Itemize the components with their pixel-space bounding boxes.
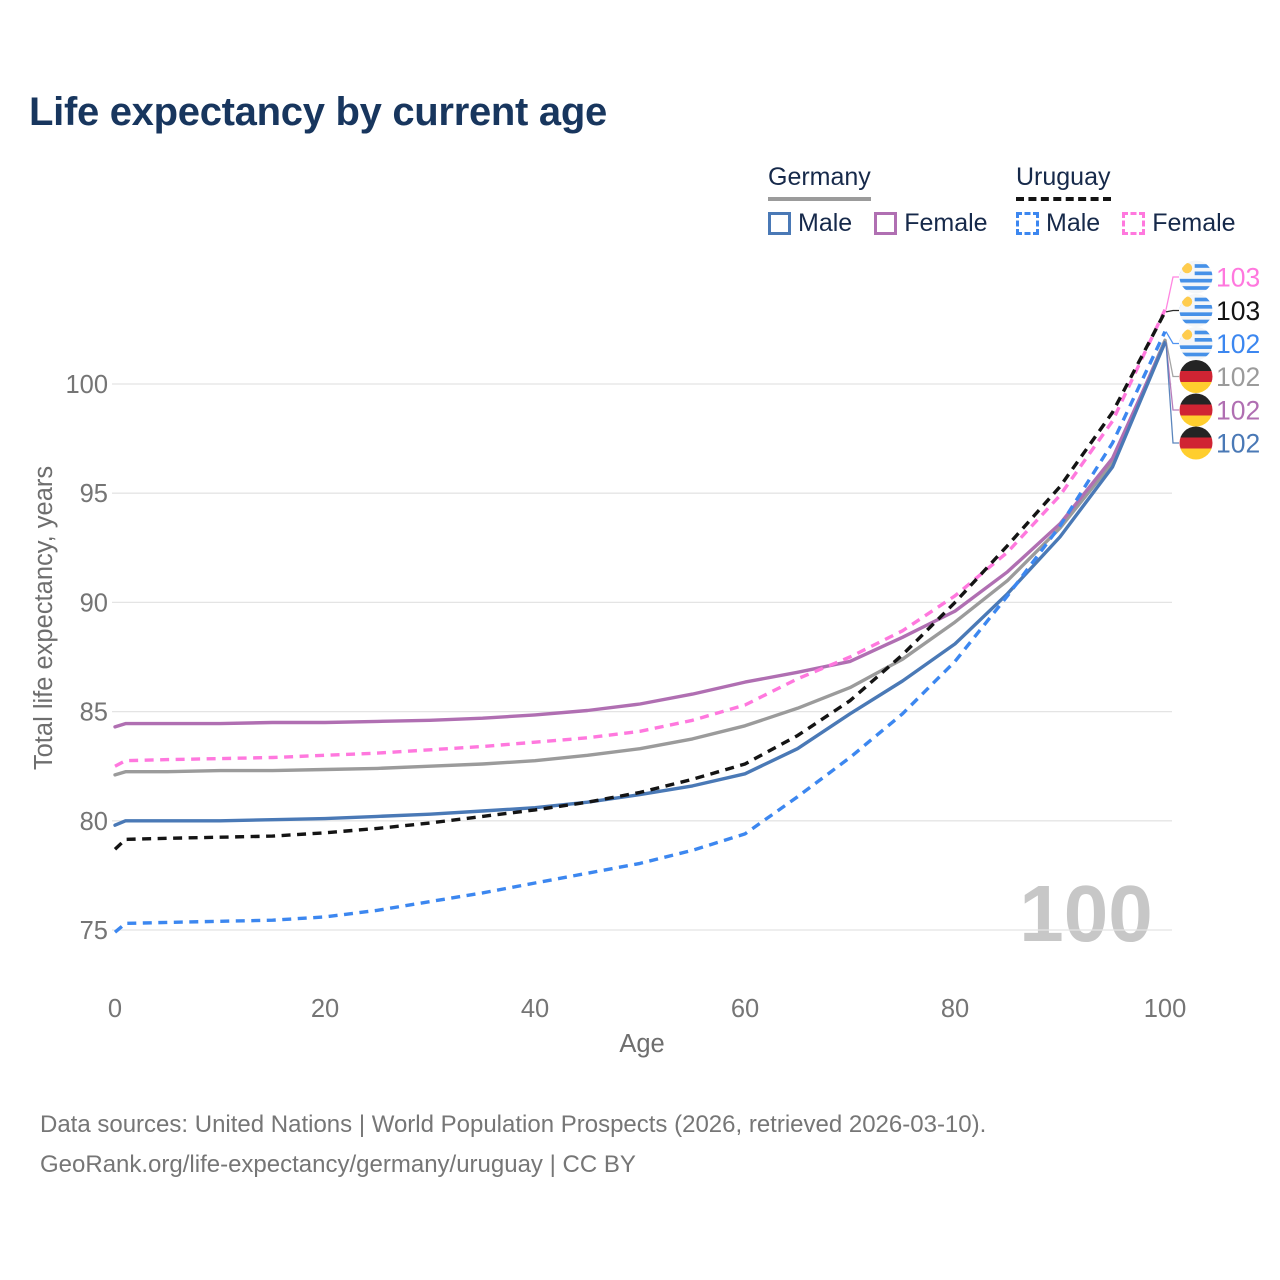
germany-flag-icon bbox=[1179, 393, 1213, 427]
legend-item-label: Female bbox=[904, 209, 988, 237]
y-axis-title: Total life expectancy, years bbox=[30, 466, 58, 770]
series-line-germany-female[interactable] bbox=[113, 340, 1167, 729]
age-watermark: 100 bbox=[1019, 869, 1152, 958]
x-tick-label-60: 60 bbox=[731, 995, 759, 1023]
series-line-uruguay-both-sexes[interactable] bbox=[113, 311, 1167, 851]
series-line-uruguay-female[interactable] bbox=[114, 308, 1167, 768]
legend-group-uruguay: Uruguay Male Female bbox=[1016, 163, 1258, 238]
end-label-germany-male: 102 bbox=[1216, 429, 1260, 459]
end-label-germany-both-sexes: 102 bbox=[1216, 362, 1260, 392]
legend-country-germany[interactable]: Germany bbox=[768, 163, 871, 201]
germany-male-swatch-icon bbox=[768, 212, 791, 235]
end-label-uruguay-both-sexes: 103 bbox=[1216, 296, 1260, 326]
legend-country-uruguay[interactable]: Uruguay bbox=[1016, 163, 1111, 201]
uruguay-flag-icon bbox=[1179, 294, 1213, 327]
y-tick-label-90: 90 bbox=[80, 589, 108, 617]
x-axis-title: Age bbox=[619, 1030, 664, 1058]
end-label-uruguay-female: 103 bbox=[1216, 263, 1260, 293]
legend-item-label: Female bbox=[1152, 209, 1236, 237]
legend-item-label: Male bbox=[798, 209, 853, 237]
x-tick-label-100: 100 bbox=[1144, 995, 1187, 1023]
legend-items-uruguay: Male Female bbox=[1016, 209, 1258, 238]
x-tick-label-40: 40 bbox=[521, 995, 549, 1023]
y-tick-label-85: 85 bbox=[80, 699, 108, 727]
uruguay-flag-icon bbox=[1179, 327, 1213, 360]
germany-flag-icon bbox=[1179, 360, 1213, 393]
end-label-connector bbox=[1165, 276, 1179, 310]
legend-group-germany: Germany Male Female bbox=[768, 163, 1010, 238]
footer: Data sources: United Nations | World Pop… bbox=[40, 1105, 986, 1185]
uruguay-female-swatch-icon bbox=[1122, 212, 1146, 235]
legend-item-uruguay-female[interactable]: Female bbox=[1122, 209, 1236, 238]
end-label-connector bbox=[1165, 309, 1179, 313]
y-tick-label-95: 95 bbox=[80, 480, 108, 508]
y-tick-label-100: 100 bbox=[65, 371, 108, 399]
uruguay-male-swatch-icon bbox=[1016, 212, 1039, 235]
series-line-uruguay-male[interactable] bbox=[113, 330, 1167, 934]
x-tick-label-80: 80 bbox=[941, 995, 969, 1023]
y-tick-label-75: 75 bbox=[80, 917, 108, 945]
germany-flag-icon bbox=[1179, 426, 1213, 460]
legend-items-germany: Male Female bbox=[768, 209, 1010, 238]
legend-item-germany-male[interactable]: Male bbox=[768, 209, 852, 238]
x-tick-label-0: 0 bbox=[108, 995, 122, 1023]
footer-data-sources: Data sources: United Nations | World Pop… bbox=[40, 1111, 987, 1138]
end-label-connector bbox=[1165, 340, 1179, 378]
footer-attribution: GeoRank.org/life-expectancy/germany/urug… bbox=[40, 1151, 636, 1178]
page-title: Life expectancy by current age bbox=[29, 90, 607, 134]
end-label-germany-female: 102 bbox=[1216, 396, 1260, 426]
legend-item-label: Male bbox=[1046, 209, 1101, 237]
end-label-connector bbox=[1165, 331, 1179, 345]
legend-item-uruguay-male[interactable]: Male bbox=[1016, 209, 1100, 238]
series-line-germany-male[interactable] bbox=[113, 340, 1167, 827]
y-tick-label-80: 80 bbox=[80, 808, 108, 836]
end-label-connector bbox=[1165, 342, 1179, 444]
germany-female-swatch-icon bbox=[874, 212, 898, 235]
series-line-germany-both-sexes[interactable] bbox=[113, 338, 1167, 777]
x-tick-label-20: 20 bbox=[311, 995, 339, 1023]
end-label-uruguay-male: 102 bbox=[1216, 329, 1260, 359]
legend-item-germany-female[interactable]: Female bbox=[874, 209, 988, 238]
uruguay-flag-icon bbox=[1179, 260, 1213, 294]
end-label-connector bbox=[1165, 342, 1179, 411]
